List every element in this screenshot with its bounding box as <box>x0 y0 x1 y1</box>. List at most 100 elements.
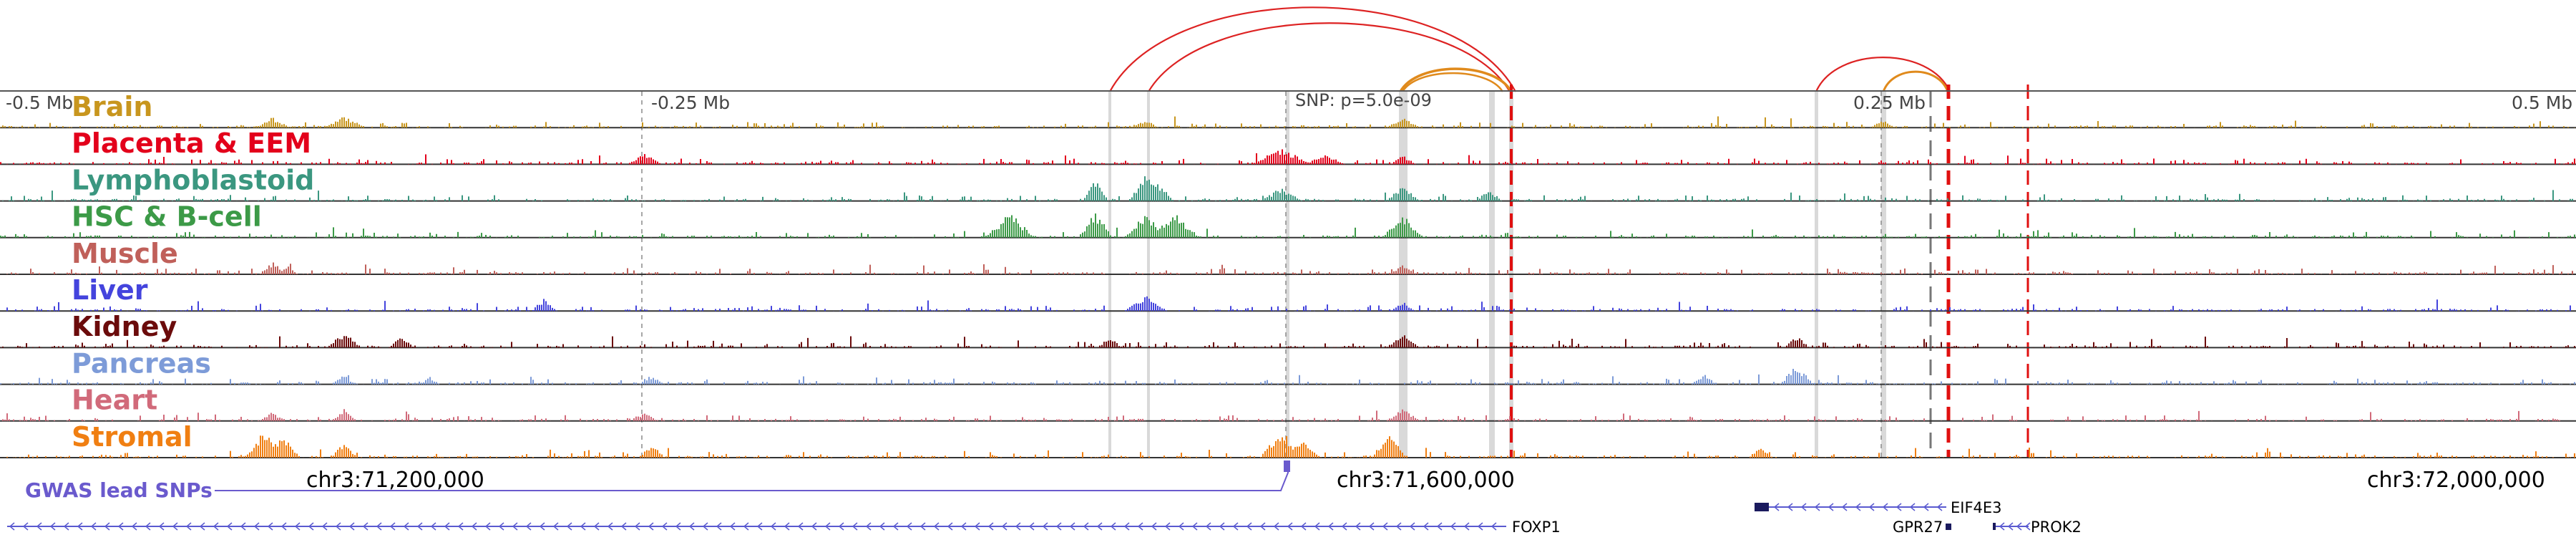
strand-arrow <box>267 522 273 531</box>
track-label: Stromal <box>72 421 192 453</box>
strand-arrow <box>675 522 681 531</box>
strand-arrow <box>403 522 409 531</box>
strand-arrow <box>444 522 450 531</box>
strand-arrow <box>566 522 572 531</box>
track-label: Pancreas <box>72 347 211 379</box>
strand-arrow <box>1327 522 1334 531</box>
track-stromal: Stromal <box>0 421 2576 458</box>
strand-arrow <box>1287 522 1293 531</box>
strand-arrow <box>498 522 504 531</box>
track-signal <box>0 435 2576 458</box>
strand-arrow <box>49 522 56 531</box>
strand-arrow <box>756 522 763 531</box>
strand-arrow <box>1395 522 1402 531</box>
strand-arrow <box>1477 522 1483 531</box>
link-arc <box>1815 57 1951 92</box>
strand-arrow <box>1341 522 1347 531</box>
tracks: Brain Placenta & EEM Lymphoblastoid HSC & B… <box>0 91 2576 458</box>
strand-arrow <box>117 522 124 531</box>
track-label: Liver <box>72 274 148 306</box>
strand-arrow <box>1069 522 1075 531</box>
strand-arrow <box>784 522 790 531</box>
strand-arrow <box>1463 522 1470 531</box>
strand-arrow <box>1491 522 1497 531</box>
strand-arrow <box>90 522 97 531</box>
strand-arrow <box>661 522 668 531</box>
track-label: Lymphoblastoid <box>72 164 314 196</box>
strand-arrow <box>213 522 219 531</box>
track-heart: Heart <box>0 385 2576 422</box>
strand-arrow <box>620 522 627 531</box>
strand-arrow <box>1191 522 1198 531</box>
gene-track: FOXP1 EIF4E3 GPR27 PROK2 <box>7 499 2082 536</box>
strand-arrow <box>158 522 165 531</box>
strand-arrow <box>1110 522 1116 531</box>
strand-arrow <box>22 522 29 531</box>
strand-arrow <box>1828 503 1834 511</box>
link-arc <box>1401 72 1504 92</box>
strand-arrow <box>811 522 817 531</box>
link-arc <box>1148 22 1511 92</box>
strand-arrow <box>416 522 423 531</box>
strand-arrow <box>797 522 804 531</box>
strand-arrow <box>185 522 192 531</box>
strand-arrow <box>430 522 436 531</box>
strand-arrow <box>1999 522 2005 531</box>
scale-label-minus-half: -0.5 Mb <box>6 92 73 113</box>
track-pancreas: Pancreas <box>0 347 2576 385</box>
strand-arrow <box>457 522 464 531</box>
track-kidney: Kidney <box>0 311 2576 349</box>
strand-arrow <box>484 522 491 531</box>
strand-arrow <box>172 522 178 531</box>
snp-annotation: SNP: p=5.0e-09 <box>1295 90 1432 110</box>
strand-arrow <box>743 522 749 531</box>
strand-arrow <box>838 522 844 531</box>
strand-arrow <box>1273 522 1279 531</box>
track-label: Brain <box>72 91 152 122</box>
strand-arrow <box>36 522 42 531</box>
strand-arrow <box>1868 503 1875 511</box>
track-hsc-b-cell: HSC & B-cell <box>0 201 2576 238</box>
strand-arrow <box>1409 522 1415 531</box>
strand-arrow <box>580 522 586 531</box>
strand-arrow <box>879 522 885 531</box>
strand-arrow <box>1841 503 1848 511</box>
coordinate-71200000: chr3:71,200,000 <box>306 468 484 493</box>
track-label: HSC & B-cell <box>72 201 262 233</box>
strand-arrow <box>9 522 15 531</box>
strand-arrow <box>1259 522 1266 531</box>
track-label: Muscle <box>72 238 178 269</box>
coordinate-71600000: chr3:71,600,000 <box>1337 468 1515 493</box>
strand-arrow <box>1137 522 1143 531</box>
strand-arrow <box>824 522 831 531</box>
strand-arrow <box>321 522 328 531</box>
strand-arrow <box>1896 503 1902 511</box>
strand-arrow <box>1164 522 1171 531</box>
highlight-columns <box>641 85 2029 458</box>
strand-arrow <box>648 522 654 531</box>
strand-arrow <box>1855 503 1861 511</box>
track-signal <box>0 335 2576 348</box>
gene-label-gpr27: GPR27 <box>1893 519 1943 536</box>
strand-arrow <box>1001 522 1008 531</box>
strand-arrow <box>960 522 967 531</box>
gwas-snp-marker <box>1284 461 1290 472</box>
strand-arrow <box>1909 503 1916 511</box>
strand-arrow <box>688 522 695 531</box>
strand-arrow <box>1028 522 1035 531</box>
strand-arrow <box>1800 503 1807 511</box>
strand-arrow <box>2016 522 2022 531</box>
strand-arrow <box>294 522 301 531</box>
link-arc <box>1882 70 1949 92</box>
track-label: Placenta & EEM <box>72 127 311 159</box>
strand-arrow <box>389 522 396 531</box>
strand-arrow <box>131 522 137 531</box>
strand-arrow <box>552 522 559 531</box>
strand-arrow <box>1787 503 1793 511</box>
strand-arrow <box>716 522 722 531</box>
track-muscle: Muscle <box>0 238 2576 275</box>
strand-arrow <box>348 522 355 531</box>
strand-arrow <box>892 522 899 531</box>
strand-arrow <box>634 522 640 531</box>
